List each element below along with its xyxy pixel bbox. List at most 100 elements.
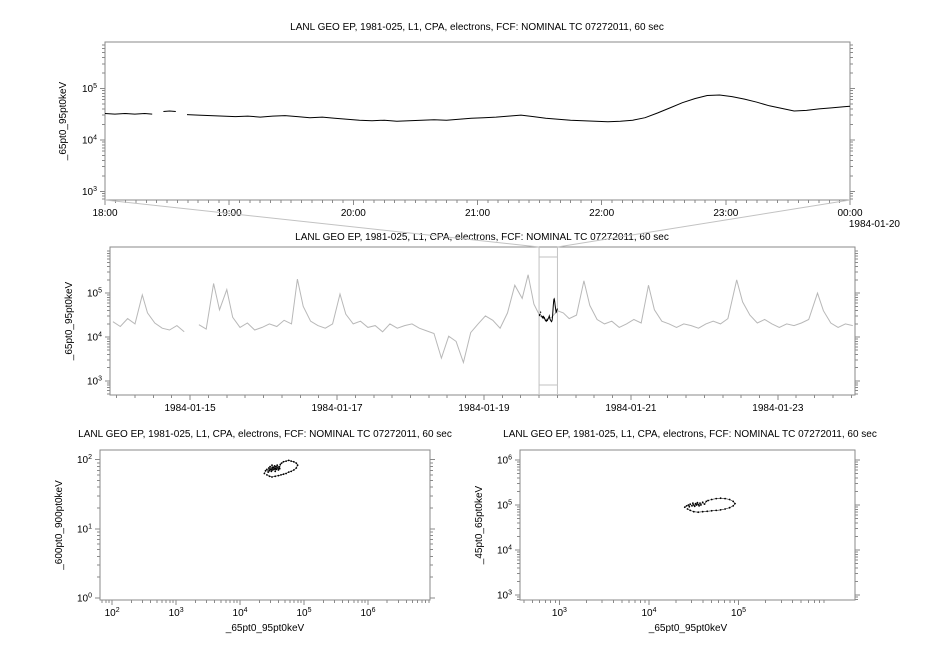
scatter-600-900-point [290, 470, 293, 473]
context-timeseries-plot-area[interactable] [109, 246, 856, 396]
context-timeseries-series [112, 274, 853, 365]
scatter-45-65-point [694, 502, 697, 505]
scatter-600-900-point [292, 469, 295, 471]
scatter-45-65-point [692, 504, 695, 506]
panel2-title: LANL GEO EP, 1981-025, L1, CPA, electron… [295, 232, 669, 243]
log-tick-label: 105 [82, 83, 97, 95]
scatter-45-65-point [719, 497, 722, 500]
panel1-title: LANL GEO EP, 1981-025, L1, CPA, electron… [290, 22, 664, 33]
scatter-45-65-point [715, 509, 718, 512]
panel2-ylabel: _65pt0_95pt0keV [64, 281, 75, 361]
scatter-45-65-point [691, 505, 693, 507]
scatter-600-900-point [276, 467, 279, 469]
x-tick-label: 1984-01-17 [311, 403, 363, 414]
scatter-600-900-point [269, 468, 272, 471]
scatter-600-900-point [271, 476, 273, 478]
scatter-45-65-point [724, 497, 726, 500]
panel3-ylabel: _600pt0_900pt0keV [54, 480, 65, 571]
log-tick-label: 103 [497, 590, 512, 602]
scatter-45-65-point [687, 504, 690, 506]
scatter-45-65-point [689, 509, 692, 512]
scatter-45-65-point [688, 505, 691, 508]
context-highlight-series [538, 297, 558, 323]
scatter-600-900-point [275, 465, 277, 468]
log-tick-label: 104 [233, 607, 248, 619]
scatter-600-900-point [282, 473, 285, 476]
x-tick-label: 20:00 [341, 208, 366, 219]
scatter-600-900-point [287, 471, 290, 473]
x-tick-label: 23:00 [713, 208, 738, 219]
x-tick-label: 21:00 [465, 208, 490, 219]
scatter-45-65-point [686, 508, 689, 510]
scatter-600-900-point [285, 460, 287, 462]
log-tick-label: 106 [360, 607, 375, 619]
log-tick-label: 103 [169, 607, 184, 619]
scatter-600-900-point [285, 472, 287, 475]
log-tick-label: 105 [497, 499, 512, 511]
context-timeseries-axes [105, 246, 860, 400]
log-tick-label: 102 [77, 454, 92, 466]
scatter-600-900-point [277, 474, 280, 477]
panel3-xlabel: _65pt0_95pt0keV [225, 623, 305, 634]
log-tick-label: 105 [731, 607, 746, 619]
panel-context-timeseries: 103 104 105 1984-01-15 1984-01-17 1984-01-19 1… [87, 246, 860, 414]
scatter-600-900-point [274, 470, 277, 473]
scatter-45-65-point [710, 498, 713, 501]
log-tick-label: 105 [87, 288, 102, 300]
scatter-45-65-point [701, 510, 704, 513]
log-tick-label: 103 [552, 607, 567, 619]
scatter-45-65-point [692, 502, 694, 505]
scatter-600-900-point [292, 460, 295, 463]
panel1-ylabel: _65pt0_95pt0keV [58, 81, 69, 161]
scatter-600-900-point [275, 468, 278, 471]
scatter-45-65-point [715, 497, 718, 500]
log-tick-label: 106 [497, 454, 512, 466]
zoom-timeseries-plot-area[interactable] [104, 41, 851, 201]
panel4-title: LANL GEO EP, 1981-025, L1, CPA, electron… [503, 429, 877, 440]
scatter-45-65-point [700, 504, 702, 506]
scatter-600-900-point [296, 464, 299, 467]
scatter-600-900-point [268, 475, 271, 478]
scatter-600-900-point [280, 474, 282, 476]
scatter-600-900-point [277, 469, 280, 471]
scatter-45-65-point [701, 501, 704, 504]
scatter-45-65-point [732, 505, 735, 507]
scatter-600-900-point [269, 465, 271, 468]
panel-scatter-45-65: 103 104 105 106 103 104 105 [497, 449, 860, 619]
scatter-45-65-point [710, 509, 713, 512]
x-tick-label: 1984-01-15 [165, 403, 217, 414]
scatter-600-900-point [264, 469, 267, 472]
scatter-600-900-point [295, 462, 298, 464]
panel1-date-label: 1984-01-20 [849, 219, 901, 230]
zoom-timeseries-axes [100, 41, 855, 205]
panel-zoom-timeseries: 10310410518:0019:0020:0021:0022:0023:000… [82, 41, 863, 219]
scatter-45-65-point [707, 499, 709, 502]
scatter-600-900-point [268, 469, 271, 472]
x-tick-label: 1984-01-21 [605, 403, 657, 414]
scatter-600-900-point [267, 471, 270, 473]
scatter-45-65-point [692, 510, 695, 513]
scatter-600-900-plot-area[interactable] [99, 449, 431, 601]
x-tick-label: 1984-01-23 [752, 403, 804, 414]
scatter-45-65-point [699, 502, 701, 505]
log-tick-label: 103 [87, 375, 102, 387]
panel4-ylabel: _45pt0_65pt0keV [474, 485, 485, 565]
scatter-45-65-plot-area[interactable] [519, 449, 856, 601]
scatter-600-900-point [267, 467, 270, 469]
log-tick-label: 104 [497, 545, 512, 557]
log-tick-label: 100 [77, 592, 92, 604]
scatter-45-65-point [734, 502, 736, 505]
log-tick-label: 104 [82, 134, 97, 146]
scatter-600-900-point [270, 470, 273, 473]
scatter-45-65-point [697, 503, 700, 506]
panel3-title: LANL GEO EP, 1981-025, L1, CPA, electron… [78, 429, 452, 440]
scatter-45-65-point [685, 505, 688, 507]
log-tick-label: 105 [296, 607, 311, 619]
scatter-600-900-point [271, 464, 273, 467]
scatter-45-65-point [703, 503, 706, 505]
selection-box[interactable] [104, 199, 851, 395]
log-tick-label: 102 [105, 607, 120, 619]
panel4-xlabel: _65pt0_95pt0keV [648, 623, 728, 634]
scatter-600-900-point [280, 462, 283, 464]
